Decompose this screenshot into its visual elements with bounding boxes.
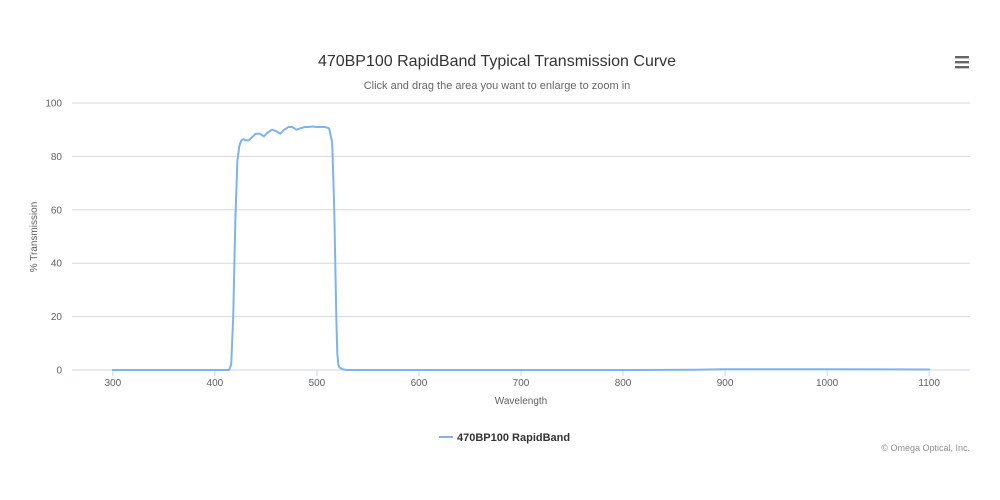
hamburger-menu-icon	[955, 56, 969, 69]
x-tick-label-800: 800	[615, 378, 632, 389]
x-axis-title: Wavelength	[495, 396, 547, 407]
x-axis-tick-labels: 300 400 500 600 700 800 900 1000 1100	[104, 378, 940, 389]
x-tick-label-1100: 1100	[918, 378, 940, 389]
y-tick-label-20: 20	[51, 312, 63, 323]
series-group	[111, 125, 931, 371]
chart-subtitle: Click and drag the area you want to enla…	[364, 80, 631, 92]
grid-lines	[72, 102, 970, 318]
y-tick-label-40: 40	[51, 259, 63, 270]
x-tick-label-700: 700	[513, 378, 530, 389]
y-tick-label-60: 60	[51, 205, 63, 216]
x-tick-label-400: 400	[207, 378, 224, 389]
credits: © Omega Optical, Inc.	[881, 443, 970, 453]
y-tick-label-100: 100	[45, 99, 62, 110]
x-tick-label-1000: 1000	[816, 378, 839, 389]
chart-title: 470BP100 RapidBand Typical Transmission …	[318, 53, 676, 70]
chart-menu-button[interactable]	[948, 50, 976, 74]
y-tick-label-80: 80	[51, 152, 63, 163]
y-tick-label-0: 0	[56, 366, 62, 377]
legend[interactable]: 470BP100 RapidBand	[439, 432, 570, 444]
y-axis-title: % Transmission	[29, 202, 40, 273]
x-tick-label-600: 600	[411, 378, 428, 389]
x-tick-label-900: 900	[717, 378, 734, 389]
legend-series-label[interactable]: 470BP100 RapidBand	[457, 432, 570, 444]
y-axis-tick-labels: 0 20 40 60 80 100	[45, 99, 62, 377]
series-line-0[interactable]	[111, 125, 931, 371]
x-tick-label-500: 500	[309, 378, 326, 389]
x-tick-label-300: 300	[104, 378, 121, 389]
